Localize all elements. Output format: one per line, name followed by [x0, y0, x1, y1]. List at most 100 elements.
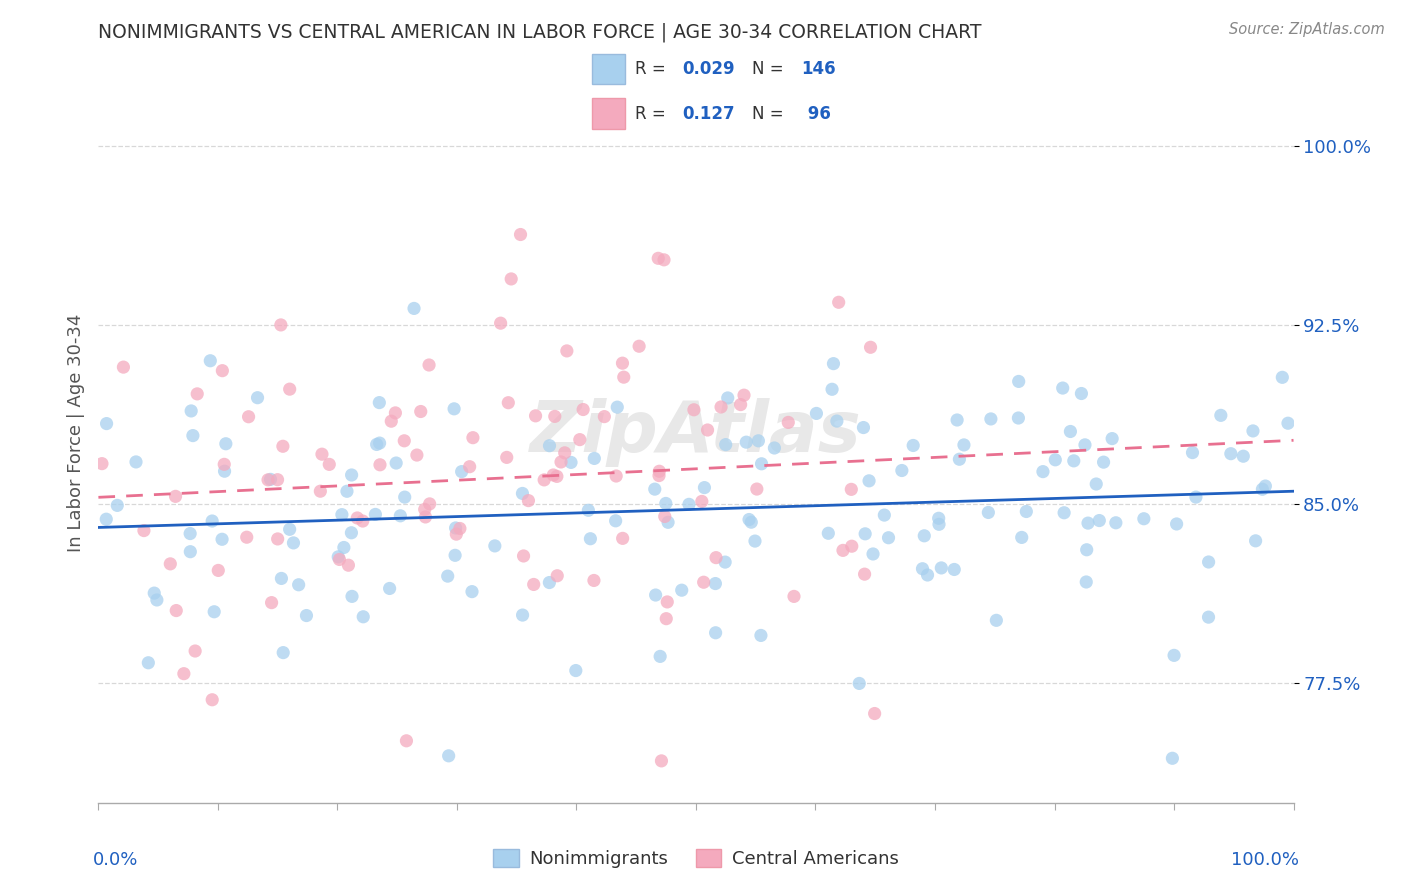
Point — [986, 613, 1008, 627]
Point — [1053, 506, 1076, 520]
Point — [309, 484, 332, 499]
Point — [745, 482, 768, 496]
Point — [143, 586, 166, 600]
Point — [714, 555, 737, 569]
Point — [270, 571, 292, 585]
Point — [1161, 751, 1184, 765]
Point — [165, 603, 187, 617]
Point — [538, 575, 561, 590]
Point — [186, 387, 208, 401]
Point — [266, 473, 288, 487]
FancyBboxPatch shape — [592, 54, 624, 85]
Point — [366, 437, 388, 451]
Point — [560, 455, 582, 469]
Point — [1271, 370, 1294, 384]
Point — [911, 562, 934, 576]
Point — [318, 458, 340, 472]
Point — [461, 431, 484, 445]
Point — [200, 353, 222, 368]
Point — [704, 625, 727, 640]
Point — [657, 516, 679, 530]
Point — [443, 401, 465, 416]
Point — [201, 692, 224, 706]
Text: R =: R = — [634, 60, 671, 78]
FancyBboxPatch shape — [592, 98, 624, 129]
Point — [1198, 610, 1220, 624]
Point — [579, 532, 602, 546]
Point — [406, 448, 429, 462]
Point — [929, 561, 952, 575]
Point — [257, 473, 280, 487]
Point — [652, 252, 675, 267]
Point — [498, 395, 520, 409]
Text: 0.029: 0.029 — [683, 60, 735, 78]
Point — [394, 490, 416, 504]
Point — [1277, 416, 1299, 430]
Point — [890, 463, 912, 477]
Point — [418, 358, 440, 372]
Text: R =: R = — [634, 104, 671, 123]
Point — [132, 524, 155, 538]
Point — [565, 664, 588, 678]
Point — [333, 541, 356, 555]
Point — [582, 574, 605, 588]
Point — [328, 549, 350, 564]
Point — [657, 595, 679, 609]
Point — [207, 563, 229, 577]
Point — [612, 532, 634, 546]
Point — [136, 656, 159, 670]
Point — [1088, 514, 1111, 528]
Point — [650, 754, 672, 768]
Point — [330, 508, 353, 522]
Point — [1209, 409, 1232, 423]
Point — [948, 452, 970, 467]
Point — [352, 514, 374, 528]
Point — [409, 404, 432, 418]
Point — [704, 550, 727, 565]
Y-axis label: In Labor Force | Age 30-34: In Labor Force | Age 30-34 — [66, 313, 84, 552]
Point — [394, 434, 416, 448]
Point — [683, 402, 706, 417]
Point — [783, 590, 806, 604]
Point — [555, 343, 578, 358]
Point — [419, 497, 441, 511]
Point — [877, 531, 900, 545]
Point — [1181, 445, 1204, 459]
Point — [1008, 375, 1031, 389]
Point — [260, 596, 283, 610]
Point — [654, 509, 676, 524]
Text: 0.0%: 0.0% — [93, 851, 138, 869]
Point — [1241, 424, 1264, 438]
Point — [738, 512, 761, 526]
Point — [825, 414, 848, 428]
Point — [839, 483, 862, 497]
Point — [125, 455, 148, 469]
Point — [832, 543, 855, 558]
Point — [613, 370, 636, 384]
Point — [1007, 411, 1029, 425]
Point — [692, 575, 714, 590]
Point — [1219, 447, 1241, 461]
Point — [105, 499, 128, 513]
Point — [606, 400, 628, 414]
Point — [543, 468, 565, 483]
Point — [943, 562, 966, 576]
Point — [644, 482, 666, 496]
Point — [271, 646, 294, 660]
Point — [704, 576, 727, 591]
Point — [751, 457, 773, 471]
Point — [749, 628, 772, 642]
Point — [710, 400, 733, 414]
Point — [364, 508, 387, 522]
Point — [928, 517, 950, 532]
Point — [1105, 516, 1128, 530]
Point — [512, 486, 534, 500]
Point — [853, 526, 876, 541]
Point — [235, 530, 257, 544]
Point — [901, 438, 924, 452]
Point — [817, 526, 839, 541]
Point — [763, 441, 786, 455]
Point — [384, 406, 406, 420]
Point — [747, 434, 769, 448]
Point — [259, 472, 281, 486]
